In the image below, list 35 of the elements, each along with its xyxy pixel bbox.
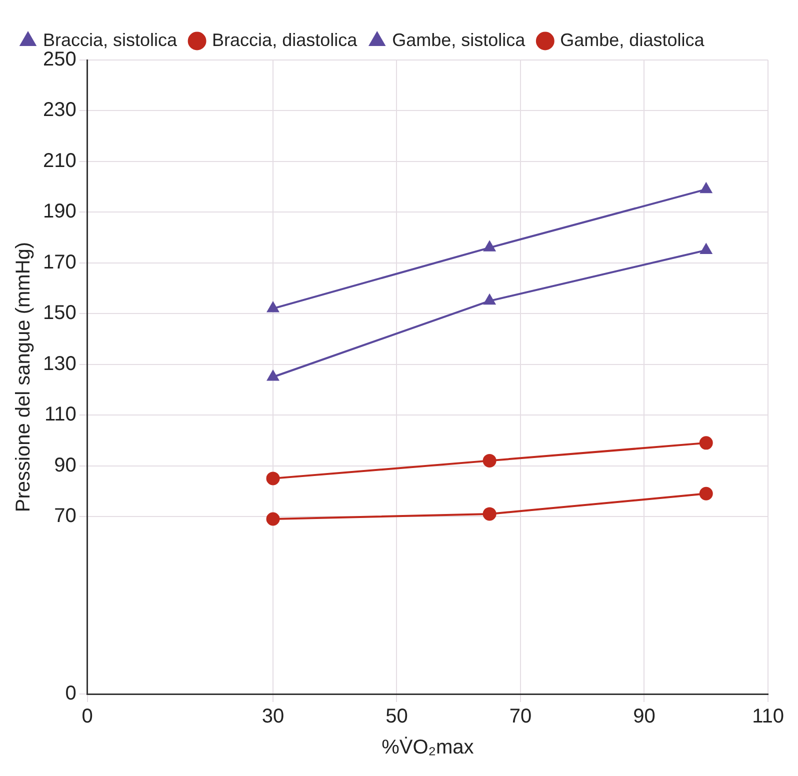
point <box>482 454 496 468</box>
y-tick-label: 110 <box>44 404 76 426</box>
y-tick-label: 150 <box>42 302 76 324</box>
point <box>482 507 496 521</box>
point <box>266 512 280 526</box>
point <box>266 472 280 486</box>
point <box>699 486 713 500</box>
y-tick-label: 130 <box>42 352 76 375</box>
y-tick-label: 190 <box>42 200 76 223</box>
point <box>484 240 496 252</box>
legend-label: Braccia, diastolica <box>212 30 358 50</box>
point <box>700 182 712 194</box>
legend-label: Gambe, sistolica <box>392 30 526 50</box>
y-tick-label: 250 <box>42 48 76 71</box>
x-tick-label: 90 <box>633 706 656 728</box>
y-tick-label: 230 <box>42 99 76 122</box>
legend-label: Braccia, sistolica <box>43 30 178 50</box>
x-tick-label: 50 <box>386 706 408 728</box>
x-tick-label: 0 <box>82 706 93 728</box>
y-tick-label: 0 <box>65 682 76 705</box>
x-axis-title: %V̇O₂max <box>382 736 474 759</box>
point <box>484 294 496 305</box>
point <box>267 370 279 381</box>
y-tick-label: 210 <box>42 150 76 172</box>
point <box>699 436 713 450</box>
x-tick-label: 70 <box>509 706 532 728</box>
y-tick-label: 70 <box>54 504 76 527</box>
x-tick-label: 110 <box>752 706 784 728</box>
point <box>267 302 279 312</box>
y-tick-label: 90 <box>54 454 76 476</box>
x-tick-label: 30 <box>262 706 284 728</box>
y-axis-title: Pressione del sangue (mmHg) <box>12 242 35 512</box>
legend-label: Gambe, diastolica <box>560 30 706 50</box>
y-tick-label: 170 <box>42 251 76 274</box>
point <box>700 243 712 254</box>
